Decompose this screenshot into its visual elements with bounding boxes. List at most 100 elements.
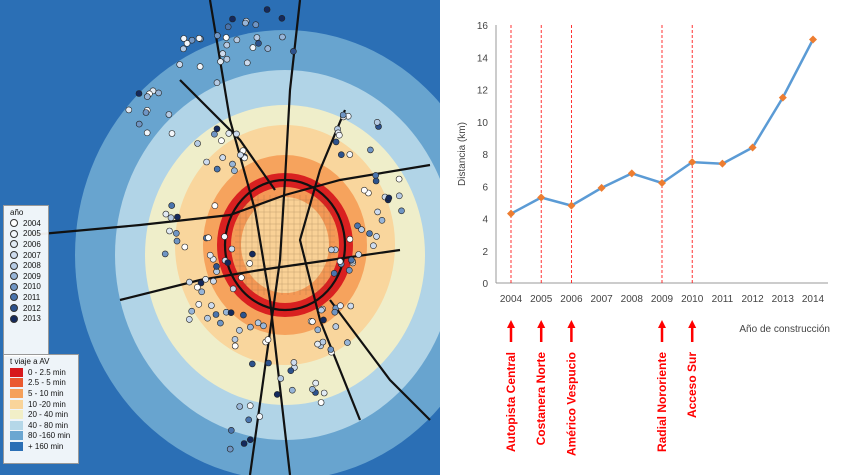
arrow-head-icon [688, 320, 697, 328]
distance-line-chart: 0 2 4 6 8 10 12 14 16 2004 2005 2006 2007 2008 2009 201… [457, 21, 830, 456]
year-legend-item: 2008 [4, 260, 48, 271]
highway-label: Costanera Norte [534, 352, 548, 446]
data-point [688, 158, 697, 167]
year-legend-label: 2010 [23, 282, 41, 292]
y-tick-label: 12 [477, 86, 489, 97]
year-marker-icon [10, 282, 18, 291]
year-legend-item: 2010 [4, 282, 48, 293]
x-tick-label: 2008 [621, 294, 644, 305]
data-point [537, 193, 546, 202]
highway-label: Acceso Sur [685, 352, 699, 418]
travel-time-legend-item: 80 -160 min [4, 431, 78, 442]
travel-time-legend-item: 40 - 80 min [4, 420, 78, 431]
year-marker-icon [10, 293, 18, 302]
x-tick-label: 2005 [530, 294, 553, 305]
data-point [809, 35, 817, 44]
y-tick-label: 4 [482, 215, 488, 226]
data-point [778, 93, 787, 102]
year-legend-label: 2006 [23, 239, 41, 249]
y-tick-label: 0 [482, 279, 488, 290]
travel-time-legend-label: 10 -20 min [28, 399, 66, 409]
y-tick-label: 8 [482, 150, 488, 161]
data-point [748, 143, 757, 152]
color-swatch [10, 420, 23, 430]
x-tick-label: 2004 [500, 294, 523, 305]
travel-time-legend-item: + 160 min [4, 441, 78, 452]
x-tick-label: 2006 [560, 294, 583, 305]
year-legend-label: 2012 [23, 303, 41, 313]
x-tick-label: 2014 [802, 294, 825, 305]
travel-time-legend-label: 80 -160 min [28, 431, 71, 441]
arrow-head-icon [537, 320, 546, 328]
y-tick-label: 10 [477, 118, 489, 129]
arrow-head-icon [507, 320, 515, 328]
travel-time-legend-title: t viaje a AV [10, 357, 50, 366]
year-legend-title: año [10, 208, 24, 217]
travel-time-legend: t viaje a AV 0 - 2.5 min 2.5 - 5 min 5 - 1… [3, 354, 79, 464]
year-legend-item: 2005 [4, 229, 48, 240]
data-point [507, 209, 515, 218]
year-marker-icon [10, 314, 18, 323]
data-point [658, 179, 666, 188]
travel-time-legend-label: 5 - 10 min [28, 388, 64, 398]
map-graphic [0, 0, 440, 475]
year-marker-icon [10, 304, 18, 313]
year-legend-label: 2008 [23, 261, 41, 271]
year-legend-item: 2009 [4, 271, 48, 282]
development-points [125, 6, 405, 453]
y-tick-label: 6 [482, 182, 488, 193]
year-legend-label: 2004 [23, 218, 41, 228]
y-axis-label: Distancia (km) [457, 122, 468, 186]
travel-time-legend-label: 0 - 2.5 min [28, 367, 66, 377]
data-point [627, 169, 636, 178]
year-legend-item: 2006 [4, 239, 48, 250]
year-legend-label: 2011 [23, 292, 41, 302]
color-swatch [10, 399, 23, 409]
color-swatch [10, 378, 23, 388]
data-point [718, 159, 727, 168]
year-marker-icon [10, 251, 18, 260]
travel-time-legend-item: 0 - 2.5 min [4, 367, 78, 378]
y-tick-label: 14 [477, 53, 489, 64]
data-point [567, 201, 576, 210]
travel-time-legend-label: 20 - 40 min [28, 410, 69, 420]
x-tick-label: 2010 [681, 294, 704, 305]
travel-time-map: año 2004 2005 2006 2007 2008 2009 2010 2011 2012… [0, 0, 440, 475]
year-legend-item: 2004 [4, 218, 48, 229]
year-legend-item: 2013 [4, 313, 48, 324]
color-swatch [10, 431, 23, 441]
year-marker-icon [10, 272, 18, 281]
highways [29, 0, 431, 475]
y-tick-label: 2 [482, 247, 488, 258]
x-tick-label: 2011 [712, 294, 734, 305]
x-tick-label: 2012 [741, 294, 764, 305]
color-swatch [10, 410, 23, 420]
year-legend-item: 2011 [4, 292, 48, 303]
year-marker-icon [10, 240, 18, 249]
arrow-head-icon [567, 320, 576, 328]
travel-time-legend-item: 5 - 10 min [4, 388, 78, 399]
year-marker-icon [10, 261, 18, 270]
year-legend-label: 2005 [23, 229, 41, 239]
y-tick-label: 16 [477, 21, 489, 32]
highway-label: Autopista Central [504, 352, 518, 452]
x-axis-label: Año de construcción [739, 324, 830, 335]
travel-time-legend-label: 2.5 - 5 min [28, 378, 66, 388]
year-legend-label: 2009 [23, 271, 41, 281]
year-legend-item: 2012 [4, 303, 48, 314]
x-tick-label: 2009 [651, 294, 674, 305]
x-tick-label: 2013 [772, 294, 795, 305]
travel-time-legend-item: 20 - 40 min [4, 409, 78, 420]
color-swatch [10, 388, 23, 398]
year-legend-label: 2013 [23, 314, 41, 324]
year-marker-icon [10, 229, 18, 238]
color-swatch [10, 367, 23, 377]
highway-label: Américo Vespucio [564, 352, 578, 456]
travel-time-legend-label: 40 - 80 min [28, 420, 69, 430]
year-marker-icon [10, 219, 18, 228]
x-tick-label: 2007 [590, 294, 613, 305]
arrow-head-icon [658, 320, 666, 328]
travel-time-legend-label: + 160 min [28, 441, 64, 451]
year-legend-label: 2007 [23, 250, 41, 260]
highway-label: Radial Nororiente [655, 352, 669, 452]
